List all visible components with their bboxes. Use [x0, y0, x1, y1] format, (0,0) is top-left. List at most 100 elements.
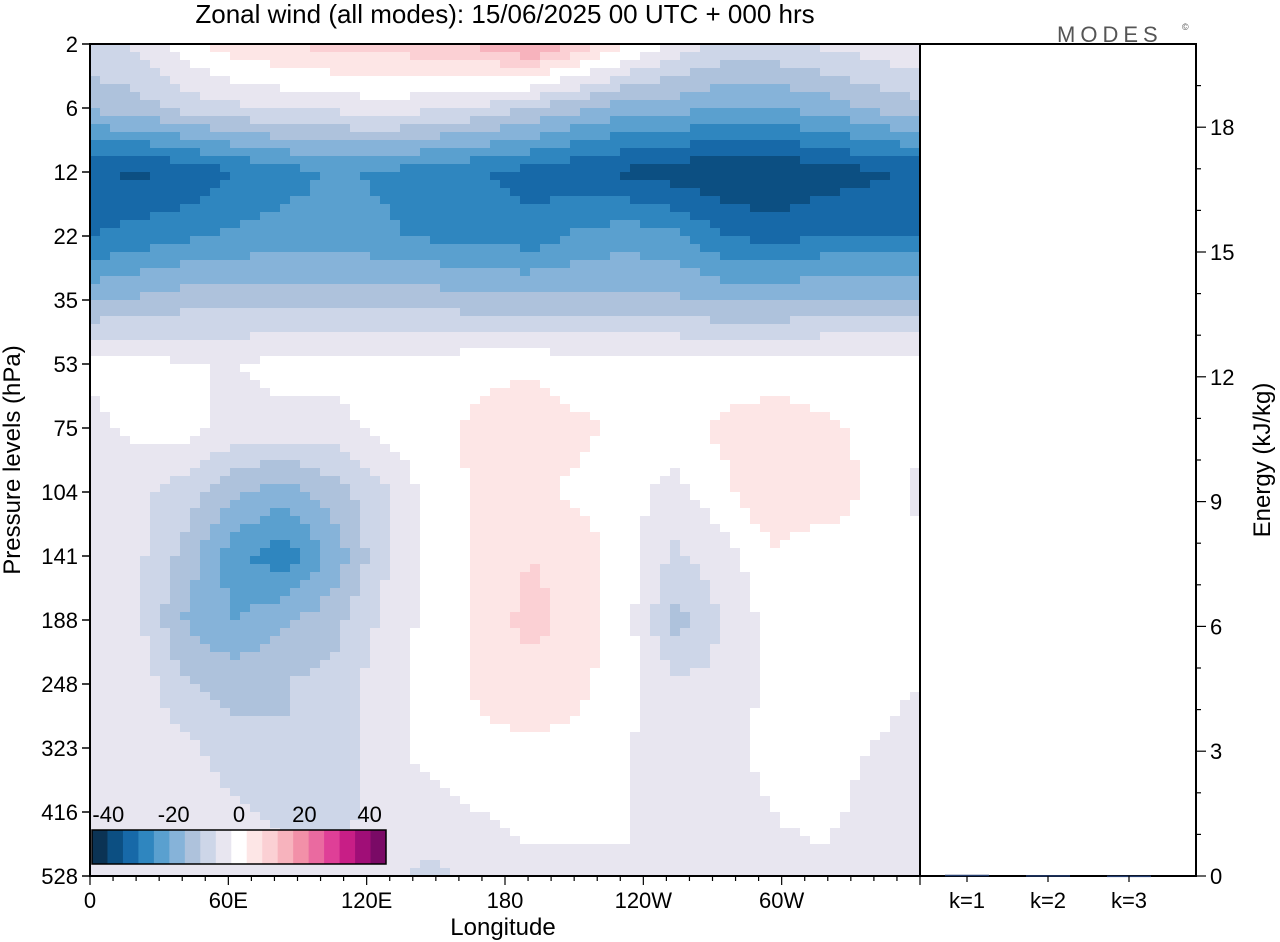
heat-cell — [720, 300, 731, 309]
heat-cell — [850, 516, 861, 525]
heat-cell — [210, 468, 221, 477]
heat-cell — [370, 140, 381, 149]
heat-cell — [170, 44, 181, 53]
heat-cell — [210, 484, 221, 493]
heat-cell — [470, 292, 481, 301]
heat-cell — [320, 436, 331, 445]
heat-cell — [530, 516, 541, 525]
heat-cell — [600, 268, 611, 277]
heat-cell — [140, 164, 151, 173]
heat-cell — [490, 284, 501, 293]
heat-cell — [680, 228, 691, 237]
heat-cell — [100, 268, 111, 277]
heat-cell — [600, 60, 611, 69]
heat-cell — [680, 164, 691, 173]
heat-cell — [820, 132, 831, 141]
heat-cell — [720, 388, 731, 397]
heat-cell — [150, 404, 161, 413]
heat-cell — [250, 444, 261, 453]
heat-cell — [220, 364, 231, 373]
heat-cell — [510, 468, 521, 477]
heat-cell — [490, 156, 501, 165]
heat-cell — [570, 124, 581, 133]
heat-cell — [240, 252, 251, 261]
heat-cell — [120, 244, 131, 253]
heat-cell — [670, 124, 681, 133]
heat-cell — [90, 164, 101, 173]
heat-cell — [310, 204, 321, 213]
heat-cell — [250, 484, 261, 493]
heat-cell — [570, 212, 581, 221]
heat-cell — [250, 364, 261, 373]
heat-cell — [660, 180, 671, 189]
heat-cell — [470, 52, 481, 61]
heat-cell — [90, 140, 101, 149]
heat-cell — [240, 212, 251, 221]
heat-cell — [330, 212, 341, 221]
heat-cell — [410, 108, 421, 117]
heat-cell — [550, 380, 561, 389]
heat-cell — [90, 460, 101, 469]
heat-cell — [760, 428, 771, 437]
heat-cell — [500, 468, 511, 477]
heat-cell — [190, 372, 201, 381]
heat-cell — [360, 172, 371, 181]
heat-cell — [110, 92, 121, 101]
heat-cell — [560, 452, 571, 461]
heat-cell — [890, 284, 901, 293]
heat-cell — [110, 124, 121, 133]
heat-cell — [490, 228, 501, 237]
heat-cell — [270, 140, 281, 149]
heat-cell — [770, 148, 781, 157]
heat-cell — [210, 380, 221, 389]
heat-cell — [110, 332, 121, 341]
heat-cell — [830, 260, 841, 269]
heat-cell — [170, 84, 181, 93]
heat-cell — [290, 492, 301, 501]
heat-cell — [690, 252, 701, 261]
heat-cell — [500, 252, 511, 261]
heat-cell — [480, 484, 491, 493]
heat-cell — [130, 412, 141, 421]
heat-cell — [420, 468, 431, 477]
heat-cell — [730, 84, 741, 93]
heat-cell — [150, 204, 161, 213]
heat-cell — [600, 436, 611, 445]
heat-cell — [580, 444, 591, 453]
heat-cell — [420, 52, 431, 61]
heat-cell — [420, 204, 431, 213]
heat-cell — [590, 516, 601, 525]
heat-cell — [690, 316, 701, 325]
heat-cell — [340, 276, 351, 285]
heat-cell — [500, 484, 511, 493]
heat-cell — [280, 308, 291, 317]
heat-cell — [490, 364, 501, 373]
heat-cell — [870, 76, 881, 85]
heat-cell — [280, 460, 291, 469]
heat-cell — [500, 348, 511, 357]
heat-cell — [740, 60, 751, 69]
heat-cell — [830, 468, 841, 477]
heat-cell — [580, 68, 591, 77]
heat-cell — [170, 60, 181, 69]
heat-cell — [220, 396, 231, 405]
heat-cell — [470, 348, 481, 357]
heat-cell — [320, 516, 331, 525]
heat-cell — [740, 404, 751, 413]
heat-cell — [380, 260, 391, 269]
heat-cell — [120, 380, 131, 389]
heat-cell — [640, 180, 651, 189]
heat-cell — [700, 404, 711, 413]
heat-cell — [370, 428, 381, 437]
heat-cell — [770, 244, 781, 253]
heat-cell — [460, 44, 471, 53]
heat-cell — [330, 164, 341, 173]
heat-cell — [660, 140, 671, 149]
heat-cell — [90, 308, 101, 317]
heat-cell — [630, 84, 641, 93]
heat-cell — [140, 428, 151, 437]
heat-cell — [560, 348, 571, 357]
heat-cell — [200, 196, 211, 205]
heat-cell — [760, 404, 771, 413]
heat-cell — [320, 492, 331, 501]
